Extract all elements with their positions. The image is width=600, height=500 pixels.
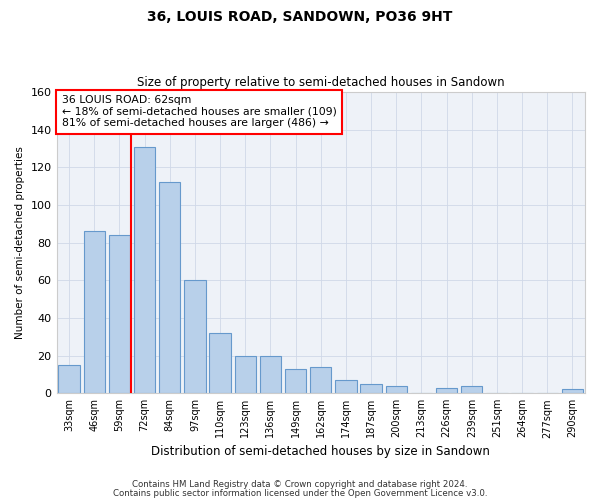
Bar <box>235 356 256 393</box>
Text: 36 LOUIS ROAD: 62sqm
← 18% of semi-detached houses are smaller (109)
81% of semi: 36 LOUIS ROAD: 62sqm ← 18% of semi-detac… <box>62 95 337 128</box>
Bar <box>260 356 281 393</box>
Bar <box>310 367 331 393</box>
Bar <box>58 365 80 393</box>
Bar <box>285 368 307 393</box>
Bar <box>562 390 583 393</box>
Bar <box>83 232 105 393</box>
X-axis label: Distribution of semi-detached houses by size in Sandown: Distribution of semi-detached houses by … <box>151 444 490 458</box>
Text: Contains public sector information licensed under the Open Government Licence v3: Contains public sector information licen… <box>113 489 487 498</box>
Bar <box>461 386 482 393</box>
Text: Contains HM Land Registry data © Crown copyright and database right 2024.: Contains HM Land Registry data © Crown c… <box>132 480 468 489</box>
Title: Size of property relative to semi-detached houses in Sandown: Size of property relative to semi-detach… <box>137 76 505 90</box>
Bar <box>335 380 356 393</box>
Bar <box>436 388 457 393</box>
Bar <box>209 333 231 393</box>
Y-axis label: Number of semi-detached properties: Number of semi-detached properties <box>15 146 25 339</box>
Text: 36, LOUIS ROAD, SANDOWN, PO36 9HT: 36, LOUIS ROAD, SANDOWN, PO36 9HT <box>148 10 452 24</box>
Bar <box>361 384 382 393</box>
Bar <box>109 235 130 393</box>
Bar <box>184 280 206 393</box>
Bar <box>159 182 181 393</box>
Bar <box>134 146 155 393</box>
Bar <box>386 386 407 393</box>
